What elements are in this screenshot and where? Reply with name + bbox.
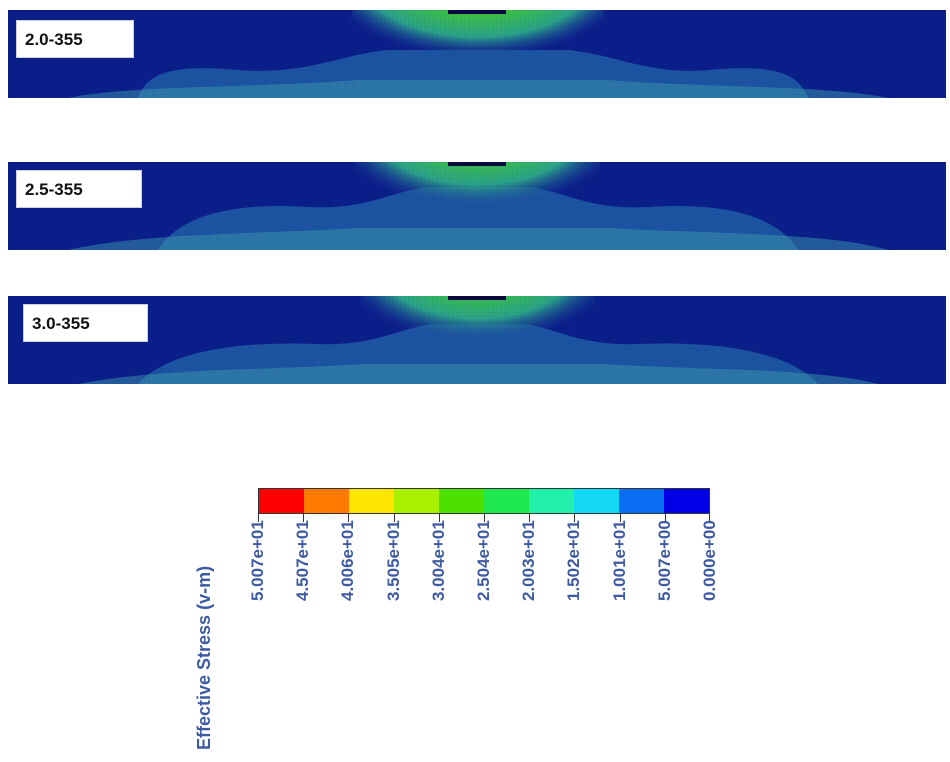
- legend-tick-label: 1.502e+01: [564, 520, 583, 601]
- legend-tick: [394, 514, 395, 522]
- legend-tick: [665, 514, 666, 522]
- legend-tick: [258, 514, 259, 522]
- legend-tick-label: 5.007e+01: [248, 520, 267, 601]
- legend-tick-label: 4.006e+01: [338, 520, 357, 601]
- legend-tick-label: 4.507e+01: [293, 520, 312, 601]
- panel-label: 3.0-355: [23, 304, 148, 342]
- legend-swatch-4: [439, 489, 484, 513]
- legend-tick-label: 1.001e+01: [610, 520, 629, 601]
- legend-swatch-8: [619, 489, 664, 513]
- legend-tick-label: 2.504e+01: [474, 520, 493, 601]
- legend-swatch-6: [529, 489, 574, 513]
- stress-panel-2: 2.5-355: [8, 162, 946, 250]
- legend-ticks: [258, 514, 710, 524]
- legend-tick: [620, 514, 621, 522]
- legend-swatch-9: [664, 489, 709, 513]
- legend-tick: [348, 514, 349, 522]
- legend-tick: [709, 514, 710, 522]
- legend-swatch-3: [394, 489, 439, 513]
- legend-tick-label: 2.003e+01: [519, 520, 538, 601]
- legend-tick-label: 5.007e+00: [655, 520, 674, 601]
- legend-title: Effective Stress (v-m): [194, 565, 214, 750]
- color-legend: [258, 488, 710, 524]
- stress-contour-1: [8, 10, 946, 98]
- legend-tick-label: 3.505e+01: [384, 520, 403, 601]
- stress-panel-1: 2.0-355: [8, 10, 946, 98]
- legend-tick: [529, 514, 530, 522]
- legend-tick-label: 3.004e+01: [429, 520, 448, 601]
- legend-tick: [303, 514, 304, 522]
- legend-swatches: [258, 488, 710, 514]
- legend-tick: [484, 514, 485, 522]
- legend-swatch-1: [304, 489, 349, 513]
- legend-swatch-7: [574, 489, 619, 513]
- legend-swatch-5: [484, 489, 529, 513]
- legend-tick: [439, 514, 440, 522]
- legend-tick-label: 0.000e+00: [700, 520, 719, 601]
- panel-label: 2.0-355: [16, 20, 134, 58]
- legend-tick: [574, 514, 575, 522]
- stress-panel-3: 3.0-355: [8, 296, 946, 384]
- stress-contour-3: [8, 296, 946, 384]
- legend-swatch-0: [259, 489, 304, 513]
- legend-swatch-2: [349, 489, 394, 513]
- panel-label: 2.5-355: [16, 170, 142, 208]
- stress-contour-2: [8, 162, 946, 250]
